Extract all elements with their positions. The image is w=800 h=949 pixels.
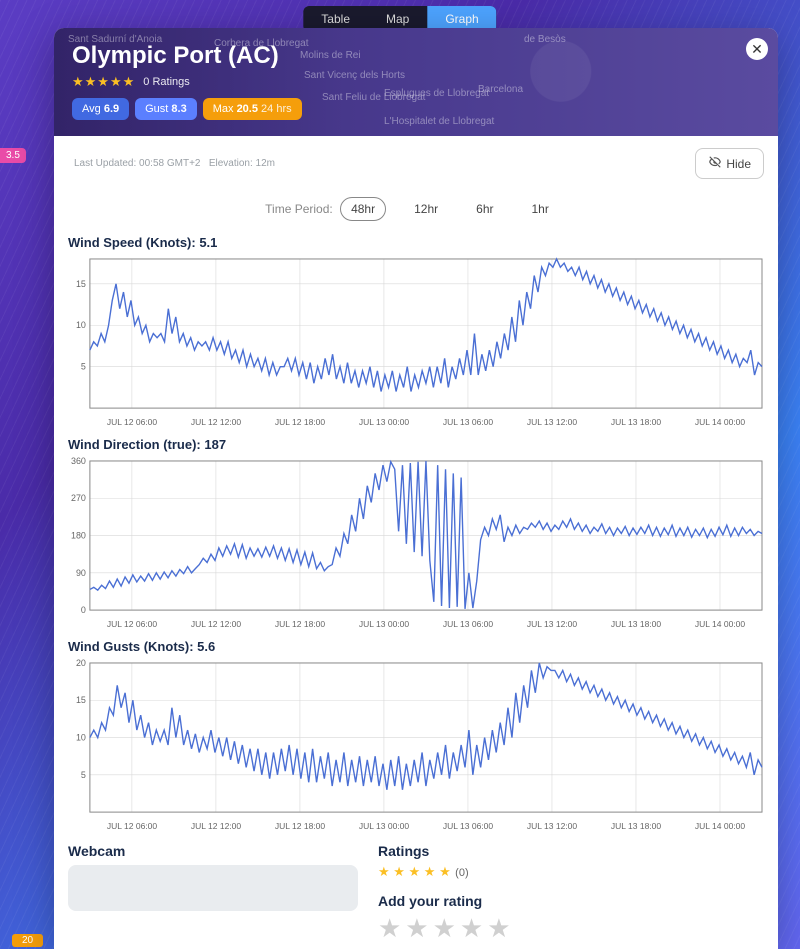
x-tick: JUL 12 18:00 (258, 821, 342, 831)
series-line-gusts (90, 663, 762, 790)
ratings-summary: ★ ★ ★ ★ ★ (0) (378, 863, 764, 881)
add-rating-stars[interactable]: ★★★★★ (378, 913, 764, 944)
pill-gust: Gust 8.3 (135, 98, 197, 120)
chart-svg-speed: 5 10 15 (68, 254, 764, 413)
time-period-row: Time Period: 48hr 12hr 6hr 1hr (68, 197, 764, 221)
period-opt-48hr[interactable]: 48hr (340, 197, 386, 221)
x-ticks-speed: JUL 12 06:00JUL 12 12:00JUL 12 18:00JUL … (68, 413, 764, 427)
modal-header: Sant Sadurní d'AnoiaCorbera de Llobregat… (54, 28, 778, 136)
eye-off-icon (708, 155, 722, 172)
svg-text:10: 10 (76, 733, 86, 743)
x-tick: JUL 13 00:00 (342, 417, 426, 427)
side-wind-marker: 3.5 (0, 148, 26, 163)
svg-text:15: 15 (76, 279, 86, 289)
ratings-label: Ratings (378, 843, 764, 859)
x-tick: JUL 13 06:00 (426, 619, 510, 629)
svg-text:90: 90 (76, 568, 86, 578)
x-tick: JUL 12 12:00 (174, 821, 258, 831)
station-title: Olympic Port (AC) (72, 42, 760, 70)
x-tick: JUL 12 06:00 (90, 619, 174, 629)
charts-container: Wind Speed (Knots): 5.1 5 10 15 JUL 12 06:00… (68, 235, 764, 831)
chart-box-speed: 5 10 15 (68, 254, 764, 413)
summary-pills: Avg 6.9 Gust 8.3 Max 20.5 24 hrs (72, 98, 760, 120)
meta-row: Last Updated: 00:58 GMT+2 Elevation: 12m… (68, 148, 764, 179)
x-tick: JUL 13 00:00 (342, 821, 426, 831)
webcam-placeholder[interactable] (68, 865, 358, 911)
x-tick: JUL 13 06:00 (426, 821, 510, 831)
svg-text:0: 0 (81, 605, 86, 615)
x-tick: JUL 13 12:00 (510, 619, 594, 629)
hide-button[interactable]: Hide (695, 148, 764, 179)
period-opt-12hr[interactable]: 12hr (404, 198, 448, 220)
svg-text:15: 15 (76, 695, 86, 705)
chart-direction: Wind Direction (true): 187 0 90 180 270 360 JU… (68, 437, 764, 629)
chart-gusts: Wind Gusts (Knots): 5.6 5 10 15 20 JUL 12 06:… (68, 639, 764, 831)
station-modal: ✕ Sant Sadurní d'AnoiaCorbera de Llobreg… (54, 28, 778, 949)
x-tick: JUL 13 18:00 (594, 821, 678, 831)
svg-text:20: 20 (76, 658, 86, 668)
chart-svg-direction: 0 90 180 270 360 (68, 456, 764, 615)
chart-title-speed: Wind Speed (Knots): 5.1 (68, 235, 764, 250)
svg-text:360: 360 (71, 456, 86, 466)
x-tick: JUL 13 18:00 (594, 619, 678, 629)
rating-count-badge: (0) (455, 867, 468, 879)
rating-stars-display: ★ ★ ★ ★ ★ (378, 864, 451, 879)
close-icon: ✕ (751, 41, 763, 58)
svg-text:5: 5 (81, 362, 86, 372)
x-tick: JUL 14 00:00 (678, 619, 762, 629)
svg-text:10: 10 (76, 320, 86, 330)
ratings-section: Ratings ★ ★ ★ ★ ★ (0) Add your rating ★★… (378, 843, 764, 944)
series-line-direction (90, 461, 762, 609)
period-opt-1hr[interactable]: 1hr (521, 198, 558, 220)
webcam-section: Webcam (68, 843, 358, 944)
bottom-row: Webcam Ratings ★ ★ ★ ★ ★ (0) Add your ra… (68, 843, 764, 949)
x-tick: JUL 13 18:00 (594, 417, 678, 427)
x-tick: JUL 13 00:00 (342, 619, 426, 629)
x-tick: JUL 13 12:00 (510, 417, 594, 427)
x-tick: JUL 12 06:00 (90, 821, 174, 831)
x-tick: JUL 12 12:00 (174, 417, 258, 427)
x-tick: JUL 12 18:00 (258, 417, 342, 427)
chart-svg-gusts: 5 10 15 20 (68, 658, 764, 817)
x-tick: JUL 14 00:00 (678, 821, 762, 831)
x-tick: JUL 12 06:00 (90, 417, 174, 427)
x-ticks-gusts: JUL 12 06:00JUL 12 12:00JUL 12 18:00JUL … (68, 817, 764, 831)
pill-max: Max 20.5 24 hrs (203, 98, 302, 120)
x-ticks-direction: JUL 12 06:00JUL 12 12:00JUL 12 18:00JUL … (68, 615, 764, 629)
ratings-count: 0 Ratings (143, 76, 189, 88)
x-tick: JUL 12 18:00 (258, 619, 342, 629)
x-tick: JUL 13 12:00 (510, 821, 594, 831)
chart-box-gusts: 5 10 15 20 (68, 658, 764, 817)
chart-box-direction: 0 90 180 270 360 (68, 456, 764, 615)
webcam-label: Webcam (68, 843, 358, 859)
x-tick: JUL 14 00:00 (678, 417, 762, 427)
bottom-badge: 20 (12, 934, 43, 947)
chart-title-direction: Wind Direction (true): 187 (68, 437, 764, 452)
chart-title-gusts: Wind Gusts (Knots): 5.6 (68, 639, 764, 654)
x-tick: JUL 12 12:00 (174, 619, 258, 629)
star-icons: ★★★★★ (72, 74, 135, 90)
meta-text: Last Updated: 00:58 GMT+2 Elevation: 12m (68, 158, 275, 169)
svg-text:5: 5 (81, 770, 86, 780)
pill-avg: Avg 6.9 (72, 98, 129, 120)
period-opt-6hr[interactable]: 6hr (466, 198, 503, 220)
period-label: Time Period: (265, 202, 333, 216)
svg-text:270: 270 (71, 493, 86, 503)
chart-speed: Wind Speed (Knots): 5.1 5 10 15 JUL 12 06:00… (68, 235, 764, 427)
period-options: 48hr 12hr 6hr 1hr (340, 197, 563, 221)
rating-row: ★★★★★ 0 Ratings (72, 74, 760, 90)
add-rating-label: Add your rating (378, 893, 764, 909)
content-scroll[interactable]: Last Updated: 00:58 GMT+2 Elevation: 12m… (54, 136, 778, 949)
x-tick: JUL 13 06:00 (426, 417, 510, 427)
close-button[interactable]: ✕ (746, 38, 768, 60)
svg-text:180: 180 (71, 531, 86, 541)
